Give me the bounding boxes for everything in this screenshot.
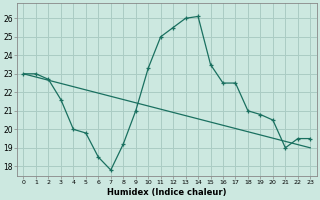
- X-axis label: Humidex (Indice chaleur): Humidex (Indice chaleur): [107, 188, 227, 197]
